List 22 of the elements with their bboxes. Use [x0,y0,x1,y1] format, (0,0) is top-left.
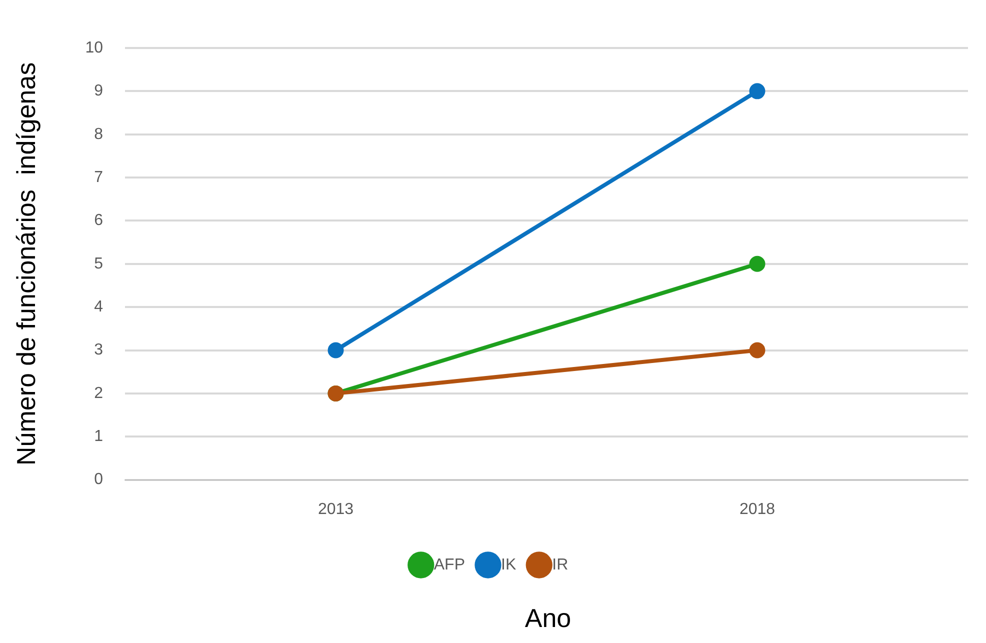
y-axis-title: Número de funcionários indígenas [10,62,41,466]
legend-label: IR [552,556,568,574]
x-tick-label: 2018 [739,500,776,518]
point [749,256,766,272]
y-tick-label: 7 [94,168,104,186]
x-tick-label: 2013 [318,500,354,518]
y-tick-label: 10 [85,39,104,56]
point [749,83,766,100]
point [328,342,344,358]
y-tick-label: 6 [94,212,104,230]
y-tick-label: 1 [94,428,104,446]
y-tick-label: 3 [94,342,104,359]
point [749,342,766,358]
y-tick-label: 5 [94,255,104,272]
y-tick-label: 0 [94,471,104,488]
legend-label: AFP [434,556,466,574]
x-axis-title: Ano [524,603,572,634]
legend-label: IK [501,556,516,574]
y-tick-label: 9 [94,82,104,100]
y-tick-label: 4 [94,298,104,316]
y-tick-label: 2 [94,384,104,402]
y-tick-label: 8 [94,126,104,143]
